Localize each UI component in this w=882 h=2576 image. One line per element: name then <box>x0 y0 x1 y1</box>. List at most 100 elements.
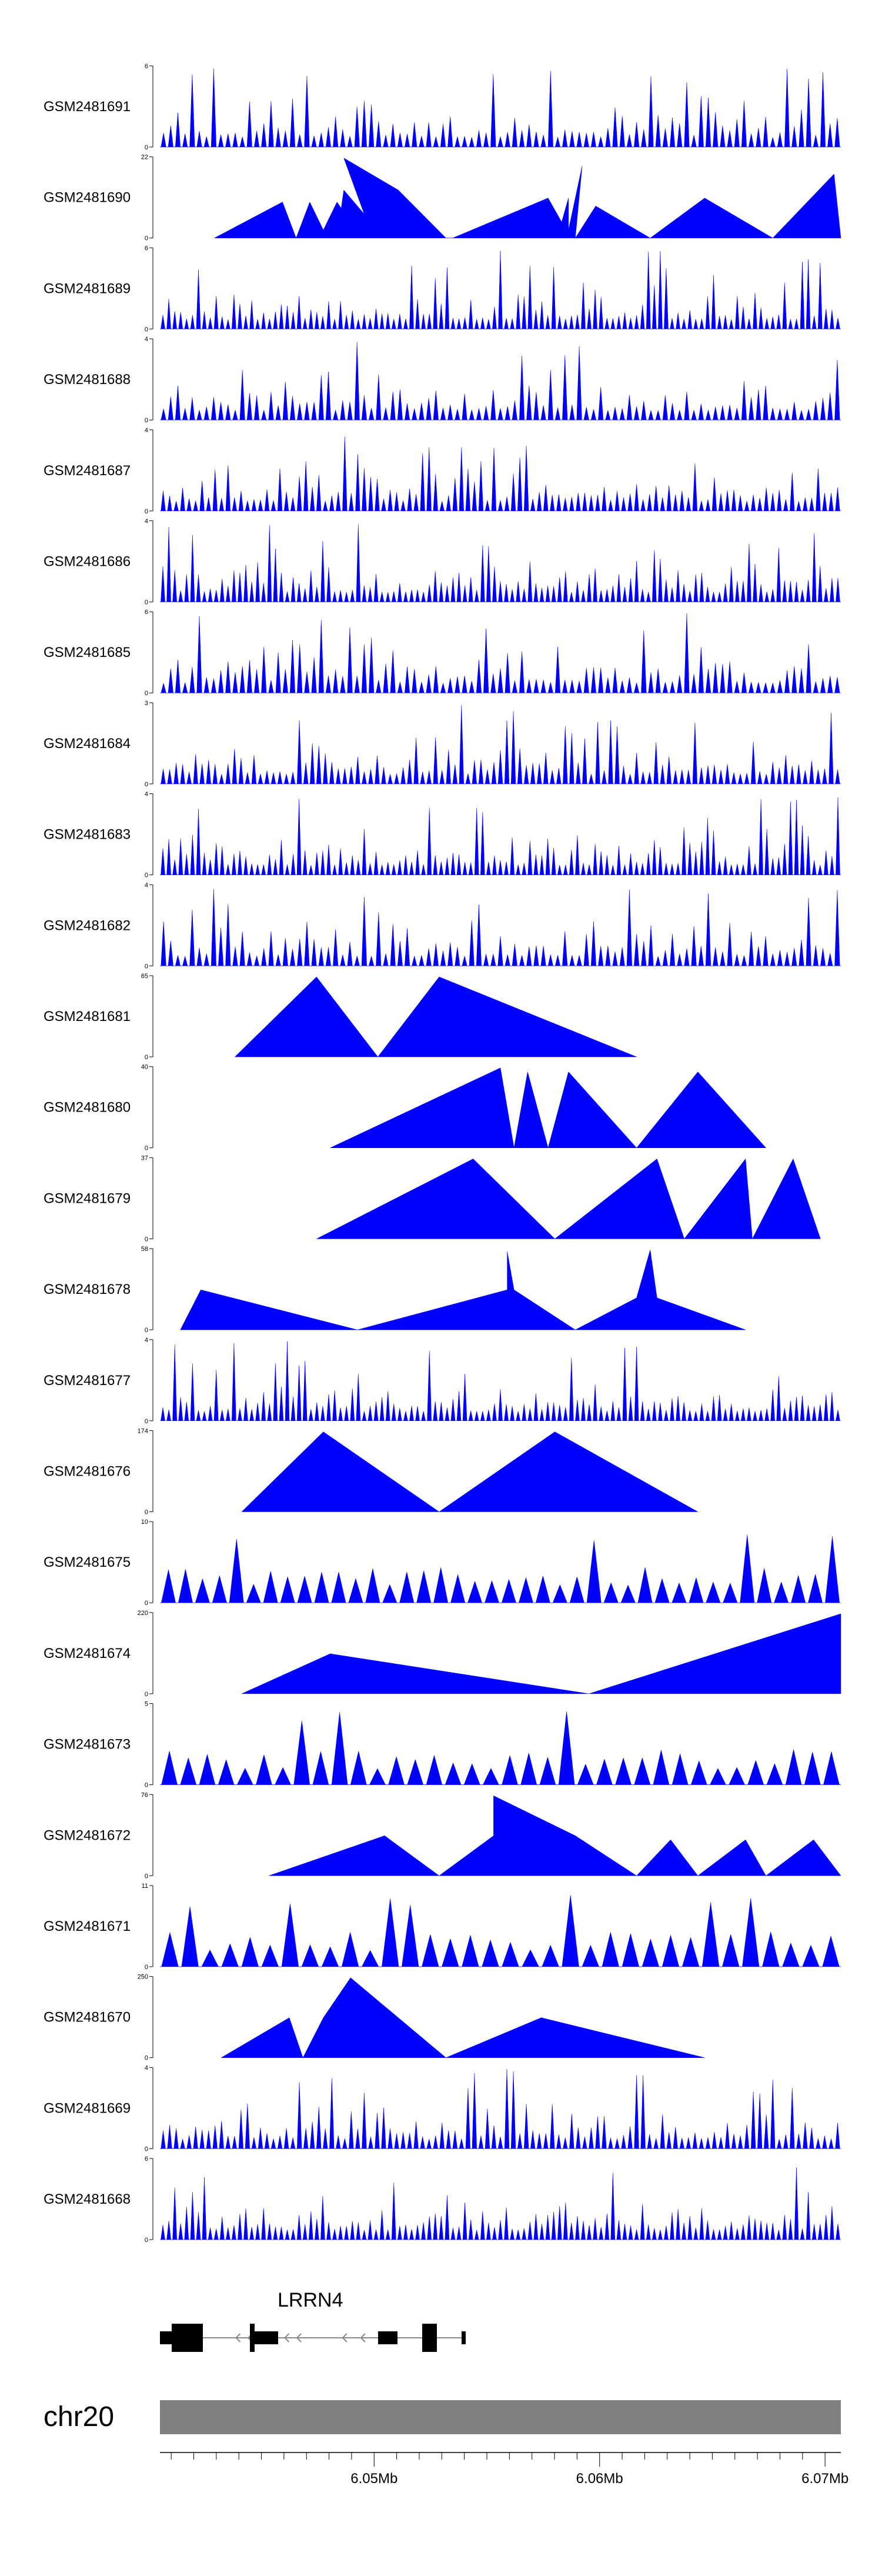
y-min-label: 0 <box>145 1236 148 1243</box>
track-label: GSM2481673 <box>44 1737 131 1753</box>
track-label: GSM2481684 <box>44 736 131 752</box>
genome-axis-label: 6.05Mb <box>350 2471 397 2487</box>
coverage-area <box>241 1432 699 1512</box>
y-max-label: 76 <box>141 1791 148 1798</box>
y-min-label: 0 <box>145 2055 148 2062</box>
coverage-area <box>220 1977 705 2058</box>
coverage-area <box>160 68 841 148</box>
y-max-label: 250 <box>138 1974 148 1981</box>
y-max-label: 5 <box>145 1701 148 1708</box>
track-GSM2481671: GSM2481671 11 0 <box>44 1883 841 1971</box>
track-GSM2481685: GSM2481685 6 0 <box>44 609 841 697</box>
coverage-area <box>160 2167 841 2240</box>
y-max-label: 4 <box>145 791 148 798</box>
strand-arrow-icon <box>235 2333 241 2343</box>
y-min-label: 0 <box>145 508 148 515</box>
y-max-label: 4 <box>145 1337 148 1344</box>
chromosome-bar <box>160 2400 841 2434</box>
y-max-label: 10 <box>141 1519 148 1526</box>
y-max-label: 4 <box>145 2064 148 2071</box>
y-max-label: 58 <box>141 1246 148 1253</box>
gene-name-label: LRRN4 <box>278 2289 343 2311</box>
y-min-label: 0 <box>145 1418 148 1425</box>
coverage-area <box>160 1341 841 1422</box>
coverage-area <box>160 889 841 966</box>
genome-axis-label: 6.07Mb <box>801 2471 848 2487</box>
y-max-label: 11 <box>142 1883 148 1890</box>
y-min-label: 0 <box>145 1691 148 1698</box>
coverage-area <box>316 1158 821 1240</box>
gene-exon <box>462 2331 466 2344</box>
track-GSM2481681: GSM2481681 65 0 <box>44 973 637 1061</box>
y-max-label: 6 <box>145 609 148 616</box>
track-GSM2481683: GSM2481683 4 0 <box>44 791 841 879</box>
y-max-label: 4 <box>145 518 148 525</box>
y-min-label: 0 <box>145 326 148 333</box>
coverage-area <box>160 524 841 602</box>
track-GSM2481673: GSM2481673 5 0 <box>44 1701 841 1789</box>
track-label: GSM2481672 <box>44 1827 131 1843</box>
track-GSM2481679: GSM2481679 37 0 <box>44 1154 821 1243</box>
strand-arrow-icon <box>360 2333 366 2343</box>
track-label: GSM2481690 <box>44 190 131 206</box>
y-min-label: 0 <box>145 235 148 242</box>
track-label: GSM2481687 <box>44 463 131 479</box>
y-max-label: 37 <box>141 1154 148 1162</box>
track-GSM2481675: GSM2481675 10 0 <box>44 1519 841 1607</box>
track-GSM2481691: GSM2481691 6 0 <box>44 63 841 151</box>
y-max-label: 4 <box>145 427 148 434</box>
gene-exon <box>200 2324 203 2352</box>
track-label: GSM2481682 <box>44 917 131 933</box>
track-label: GSM2481677 <box>44 1373 131 1389</box>
track-label: GSM2481678 <box>44 1282 131 1297</box>
coverage-area <box>160 1534 841 1603</box>
track-label: GSM2481683 <box>44 827 131 843</box>
y-min-label: 0 <box>145 1145 148 1152</box>
gene-exon <box>378 2331 395 2344</box>
strand-arrow-icon <box>283 2333 290 2343</box>
track-GSM2481668: GSM2481668 6 0 <box>44 2155 841 2244</box>
y-min-label: 0 <box>145 1964 148 1971</box>
gene-exon <box>250 2324 255 2352</box>
y-min-label: 0 <box>145 144 148 151</box>
coverage-area <box>330 1067 767 1149</box>
y-min-label: 0 <box>145 2145 148 2153</box>
track-GSM2481674: GSM2481674 220 0 <box>44 1610 841 1698</box>
y-max-label: 40 <box>141 1064 148 1071</box>
track-label: GSM2481679 <box>44 1190 131 1206</box>
track-label: GSM2481675 <box>44 1554 131 1570</box>
y-min-label: 0 <box>145 1327 148 1334</box>
track-label: GSM2481671 <box>44 1918 131 1934</box>
coverage-area <box>160 613 841 693</box>
strand-arrow-icon <box>296 2333 302 2343</box>
track-GSM2481684: GSM2481684 3 0 <box>44 700 841 788</box>
track-GSM2481682: GSM2481682 4 0 <box>44 882 841 970</box>
y-max-label: 4 <box>145 336 148 343</box>
gene-exon <box>255 2331 278 2344</box>
track-label: GSM2481681 <box>44 1009 131 1025</box>
track-label: GSM2481680 <box>44 1100 131 1116</box>
track-label: GSM2481686 <box>44 554 131 570</box>
coverage-area <box>234 976 637 1057</box>
coverage-area <box>160 251 841 329</box>
track-GSM2481676: GSM2481676 174 0 <box>44 1428 699 1516</box>
y-max-label: 65 <box>141 973 148 980</box>
track-GSM2481687: GSM2481687 4 0 <box>44 427 841 515</box>
y-max-label: 220 <box>138 1610 148 1617</box>
y-min-label: 0 <box>145 599 148 606</box>
track-GSM2481686: GSM2481686 4 0 <box>44 518 841 606</box>
coverage-area <box>160 342 841 421</box>
track-label: GSM2481670 <box>44 2010 131 2026</box>
track-GSM2481688: GSM2481688 4 0 <box>44 336 841 424</box>
track-GSM2481678: GSM2481678 58 0 <box>44 1246 746 1334</box>
y-min-label: 0 <box>145 1054 148 1061</box>
coverage-area <box>180 1250 746 1330</box>
y-max-label: 174 <box>138 1428 148 1435</box>
y-max-label: 4 <box>145 882 148 889</box>
y-max-label: 3 <box>145 700 148 707</box>
track-GSM2481690: GSM2481690 22 0 <box>44 154 841 242</box>
track-GSM2481680: GSM2481680 40 0 <box>44 1064 767 1152</box>
y-min-label: 0 <box>145 1873 148 1880</box>
coverage-area <box>160 436 841 512</box>
coverage-area <box>241 1613 841 1694</box>
